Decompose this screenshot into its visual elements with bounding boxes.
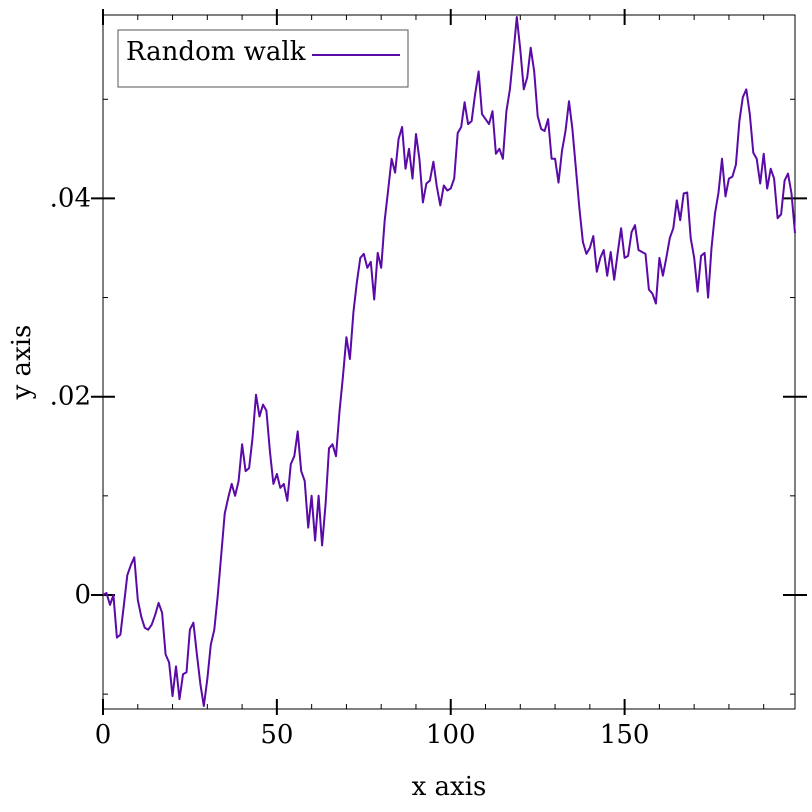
x-tick-label: 150 (600, 720, 650, 750)
x-tick-label: 0 (95, 720, 112, 750)
y-tick-label: .02 (50, 382, 91, 412)
random-walk-line (102, 16, 796, 707)
legend: Random walk (117, 29, 409, 88)
x-axis-label: x axis (412, 772, 487, 802)
x-tick-label: 50 (260, 720, 293, 750)
y-tick-label: .04 (50, 183, 91, 213)
legend-box (117, 29, 409, 88)
y-tick-label: 0 (74, 580, 91, 610)
x-tick-label: 100 (426, 720, 476, 750)
axes: 0 50 100 150 0 .02 .04 (50, 9, 807, 750)
legend-label: Random walk (126, 37, 306, 67)
plot-frame (102, 14, 796, 710)
y-axis-label: y axis (7, 325, 37, 401)
series-layer (102, 16, 796, 707)
